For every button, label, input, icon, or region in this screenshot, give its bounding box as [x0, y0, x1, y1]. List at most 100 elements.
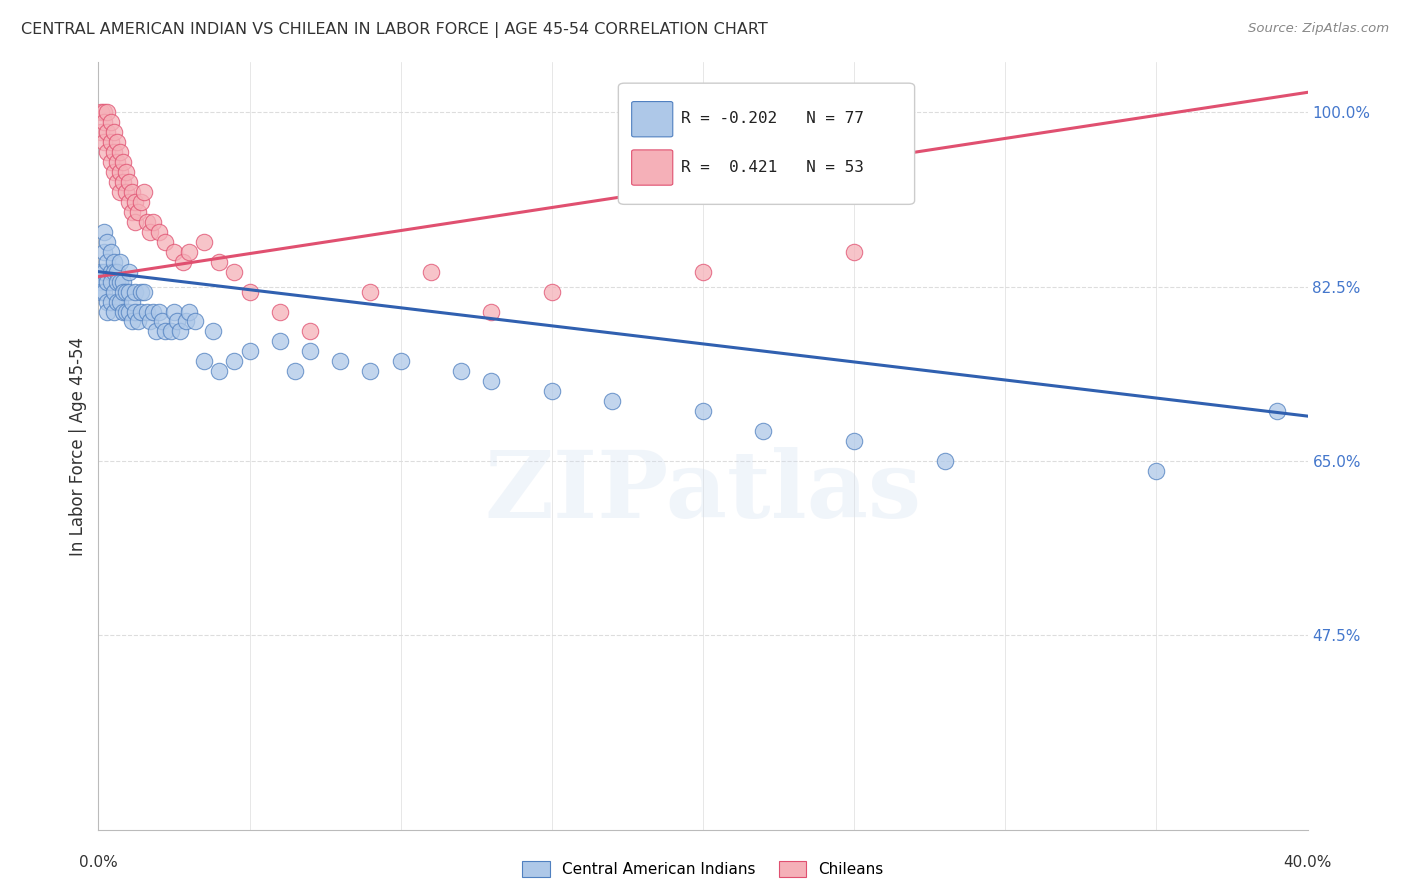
Point [105, 175, 128, 189]
FancyBboxPatch shape [631, 102, 672, 136]
Point [114, 304, 136, 318]
Text: Source: ZipAtlas.com: Source: ZipAtlas.com [1249, 22, 1389, 36]
Point [118, 175, 141, 189]
Point [96, 275, 118, 289]
Point [139, 225, 162, 239]
Point [148, 304, 170, 318]
Point [208, 364, 231, 378]
Point [135, 304, 157, 318]
Point [142, 215, 165, 229]
Point [135, 215, 157, 229]
Text: ZIPatlas: ZIPatlas [485, 447, 921, 537]
Point [420, 265, 443, 279]
Point [193, 235, 215, 249]
Point [93, 244, 115, 259]
Point [100, 135, 122, 149]
Point [179, 304, 201, 318]
Point [224, 354, 246, 368]
Point [127, 314, 149, 328]
Point [90, 125, 112, 139]
Point [100, 275, 122, 289]
Point [269, 334, 291, 349]
Legend: Central American Indians, Chileans: Central American Indians, Chileans [516, 855, 890, 883]
Point [118, 265, 141, 279]
Point [93, 115, 115, 129]
Point [360, 285, 382, 299]
Point [111, 175, 134, 189]
FancyBboxPatch shape [631, 150, 672, 186]
Point [121, 294, 143, 309]
Point [284, 364, 307, 378]
Point [124, 215, 146, 229]
Point [111, 304, 134, 318]
Point [111, 275, 134, 289]
Point [540, 384, 562, 399]
Text: R =  0.421   N = 53: R = 0.421 N = 53 [682, 160, 865, 175]
Point [752, 424, 775, 438]
Point [239, 285, 262, 299]
Point [193, 354, 215, 368]
Point [129, 304, 152, 318]
Point [108, 145, 131, 160]
Point [202, 325, 225, 339]
Point [329, 354, 352, 368]
Point [269, 304, 291, 318]
Point [132, 285, 155, 299]
Point [224, 265, 246, 279]
Point [239, 344, 262, 359]
Point [111, 155, 134, 169]
Point [121, 205, 143, 219]
Point [100, 115, 122, 129]
Point [145, 325, 167, 339]
Point [127, 205, 149, 219]
Point [450, 364, 472, 378]
Point [169, 325, 191, 339]
Point [103, 304, 125, 318]
Point [163, 244, 186, 259]
Point [103, 285, 125, 299]
Point [166, 314, 188, 328]
Point [124, 194, 146, 209]
Point [100, 244, 122, 259]
Point [105, 275, 128, 289]
Point [118, 285, 141, 299]
Point [124, 285, 146, 299]
Point [96, 254, 118, 268]
Point [100, 294, 122, 309]
Point [105, 135, 128, 149]
Point [129, 194, 152, 209]
Text: CENTRAL AMERICAN INDIAN VS CHILEAN IN LABOR FORCE | AGE 45-54 CORRELATION CHART: CENTRAL AMERICAN INDIAN VS CHILEAN IN LA… [21, 22, 768, 38]
Point [153, 235, 176, 249]
Point [108, 185, 131, 199]
Point [108, 165, 131, 179]
Point [389, 354, 412, 368]
Point [174, 314, 197, 328]
Point [184, 314, 207, 328]
Point [299, 344, 322, 359]
Point [118, 194, 141, 209]
Point [90, 275, 112, 289]
Point [1267, 404, 1289, 418]
Point [360, 364, 382, 378]
Y-axis label: In Labor Force | Age 45-54: In Labor Force | Age 45-54 [69, 336, 87, 556]
Point [150, 314, 173, 328]
Point [90, 105, 112, 120]
Point [153, 325, 176, 339]
Point [172, 254, 194, 268]
Point [124, 304, 146, 318]
Point [100, 155, 122, 169]
Point [90, 265, 112, 279]
Point [692, 265, 714, 279]
Point [129, 285, 152, 299]
Point [93, 285, 115, 299]
Text: 40.0%: 40.0% [1284, 855, 1331, 870]
Point [602, 394, 624, 409]
Point [481, 304, 503, 318]
Point [481, 374, 503, 388]
Point [96, 105, 118, 120]
Point [121, 185, 143, 199]
Point [844, 244, 866, 259]
FancyBboxPatch shape [619, 83, 915, 204]
Point [105, 155, 128, 169]
Point [100, 265, 122, 279]
